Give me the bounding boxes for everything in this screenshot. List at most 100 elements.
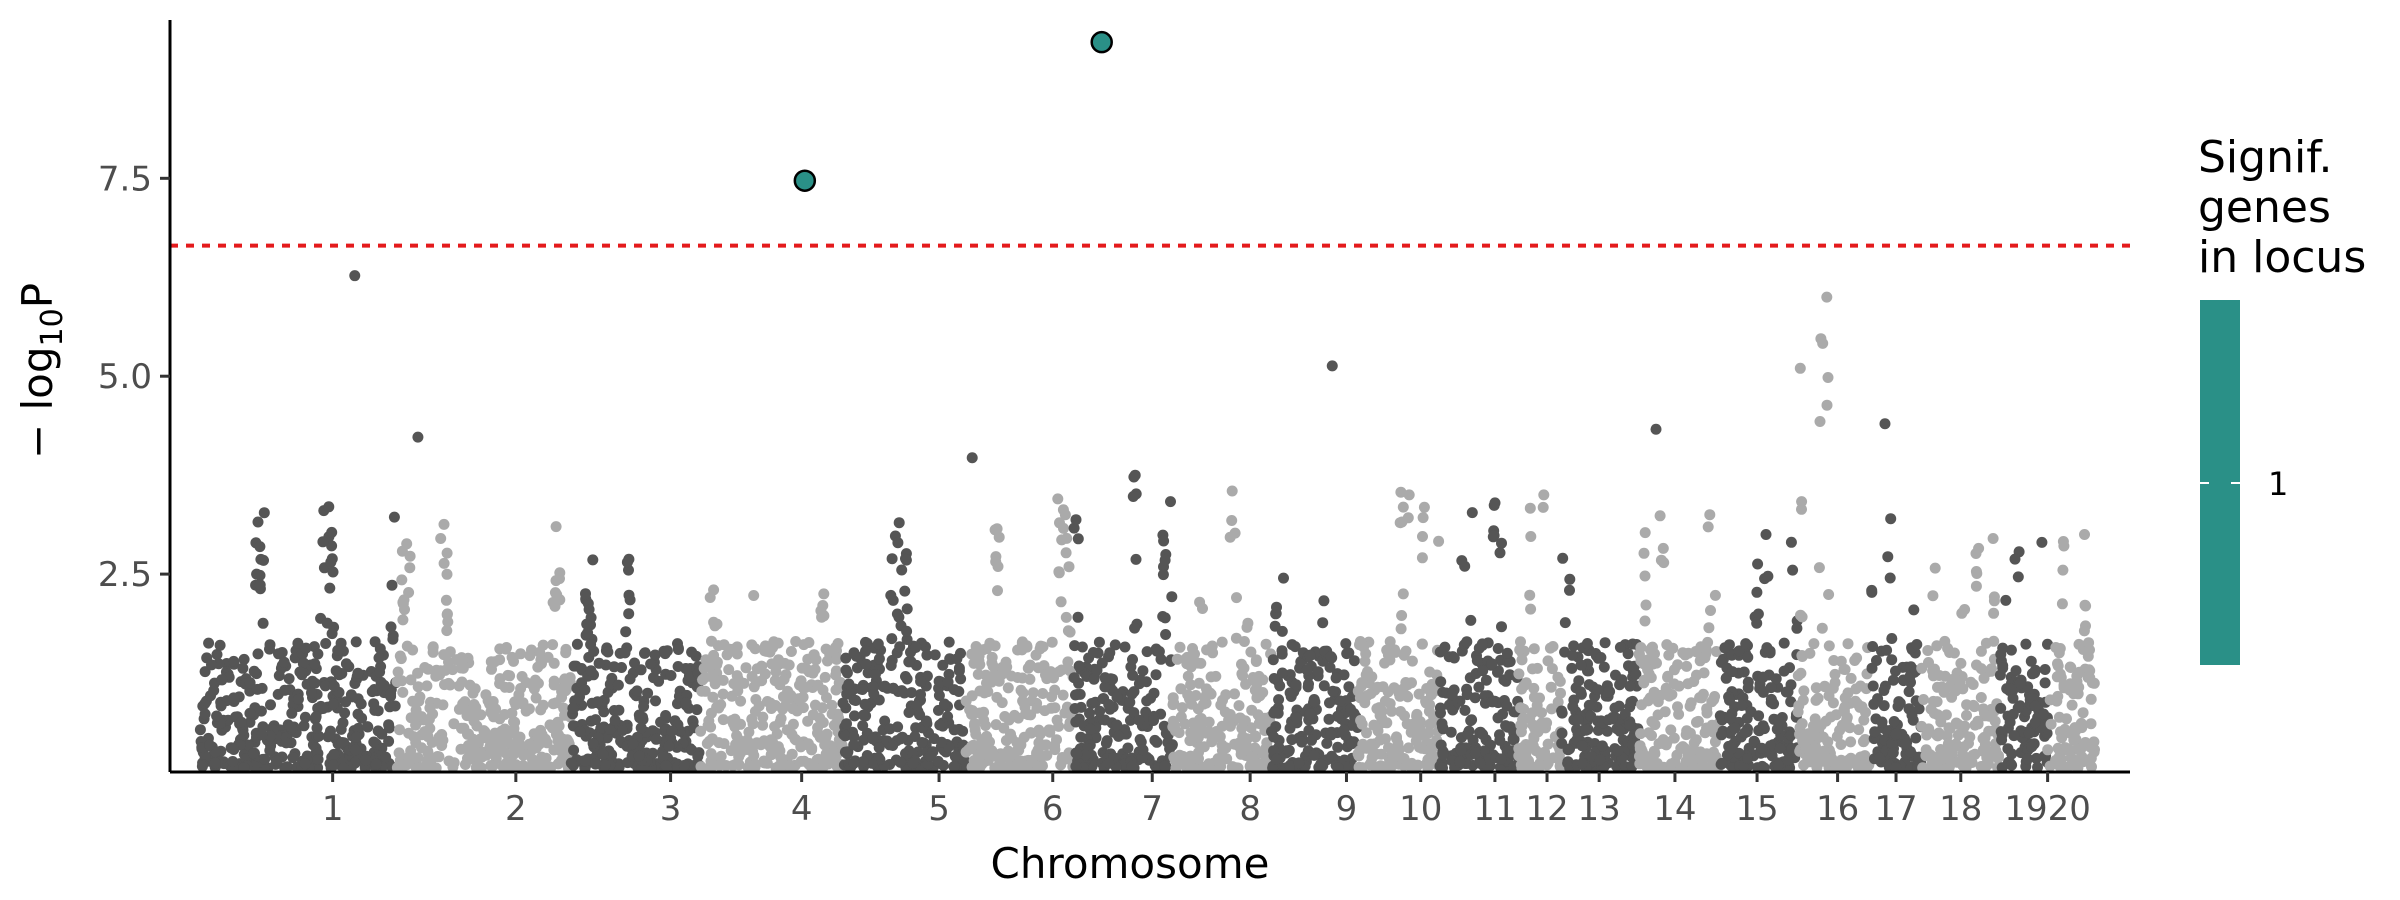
snp-point (990, 556, 1002, 568)
snp-point (1613, 700, 1625, 712)
snp-point (387, 633, 399, 645)
snp-point (1018, 731, 1030, 743)
snp-point (2005, 683, 2017, 695)
snp-point (1465, 614, 1477, 626)
snp-point (1437, 749, 1449, 761)
snp-point (1639, 527, 1651, 539)
snp-point (312, 648, 324, 660)
snp-point (1796, 496, 1808, 508)
snp-point (1742, 682, 1754, 694)
snp-point (2005, 644, 2017, 656)
snp-point (598, 706, 610, 718)
snp-point (812, 722, 824, 733)
snp-point (1063, 561, 1075, 573)
snp-point (228, 744, 240, 755)
snp-point (556, 686, 568, 697)
x-axis-ticks: 1 2 3 4 5 6 7 8 9 10 11 12 13 14 15 16 17 18 1920 (322, 772, 2091, 829)
snp-point (1435, 676, 1447, 688)
snp-point (1813, 562, 1825, 574)
snp-point (1141, 646, 1153, 658)
snp-point (1536, 707, 1547, 719)
snp-point (717, 714, 729, 726)
snp-point (885, 660, 897, 671)
snp-point (1772, 759, 1784, 771)
snp-point (1791, 622, 1803, 634)
snp-point (1353, 750, 1365, 762)
snp-point (1425, 689, 1437, 701)
snp-point (1332, 762, 1344, 774)
legend-title-line-3: in locus (2198, 232, 2366, 283)
snp-point (856, 684, 868, 695)
snp-point (731, 641, 743, 653)
snp-point (1055, 759, 1067, 771)
snp-point (1780, 686, 1792, 698)
snp-point (1559, 617, 1571, 629)
snp-point (1583, 699, 1595, 711)
snp-point (1844, 722, 1856, 734)
snp-point (2068, 734, 2080, 746)
chromosome-2-points (391, 518, 577, 774)
snp-peak-point (1821, 291, 1833, 303)
snp-point (1318, 595, 1330, 607)
snp-point (1845, 672, 1857, 684)
snp-point (258, 554, 269, 566)
snp-point (1567, 701, 1579, 712)
snp-point (1694, 746, 1706, 758)
snp-point (758, 755, 770, 767)
snp-point (536, 751, 548, 763)
snp-point (1978, 672, 1990, 684)
snp-point (386, 579, 398, 591)
snp-point (915, 675, 927, 687)
snp-point (1205, 671, 1217, 683)
snp-point (829, 753, 840, 765)
snp-point (1185, 727, 1197, 739)
snp-point (1601, 686, 1613, 698)
snp-point (672, 661, 684, 672)
snp-point (1005, 670, 1017, 682)
snp-point (796, 662, 808, 674)
snp-point (1372, 725, 1384, 737)
snp-point (714, 759, 725, 771)
snp-point (1646, 716, 1658, 728)
snp-point (1819, 680, 1831, 692)
snp-point (1525, 603, 1537, 615)
snp-point (1642, 695, 1654, 707)
snp-point (1461, 689, 1473, 701)
snp-point (1286, 734, 1298, 746)
snp-point (1607, 712, 1618, 723)
snp-peak-point (1885, 513, 1897, 525)
snp-point (1552, 671, 1564, 683)
snp-point (860, 636, 871, 648)
snp-point (537, 639, 549, 651)
snp-point (1829, 668, 1841, 680)
snp-point (590, 758, 601, 770)
snp-point (1524, 589, 1536, 601)
snp-point (713, 737, 725, 749)
snp-point (1103, 699, 1115, 710)
snp-point (2042, 744, 2054, 756)
snp-peak-point (1278, 572, 1289, 584)
snp-point (1416, 552, 1428, 564)
snp-point (887, 682, 899, 694)
snp-point (339, 707, 351, 719)
snp-point (817, 600, 829, 611)
snp-point (1187, 643, 1198, 654)
snp-point (1742, 651, 1754, 663)
snp-peak-point (1564, 584, 1575, 596)
snp-point (1932, 681, 1943, 693)
snp-point (1657, 734, 1669, 746)
snp-point (1258, 747, 1270, 758)
snp-point (858, 709, 869, 721)
snp-point (1359, 655, 1371, 667)
snp-point (1109, 639, 1121, 651)
snp-point (320, 638, 332, 649)
snp-point (1101, 735, 1113, 747)
chromosome-1-points (194, 501, 402, 774)
snp-point (1814, 416, 1826, 427)
snp-point (1785, 536, 1797, 548)
snp-point (746, 713, 758, 725)
chromosome-9-points (1266, 572, 1363, 774)
snp-point (816, 702, 828, 714)
snp-point (779, 657, 791, 669)
snp-peak-point (1052, 493, 1064, 505)
